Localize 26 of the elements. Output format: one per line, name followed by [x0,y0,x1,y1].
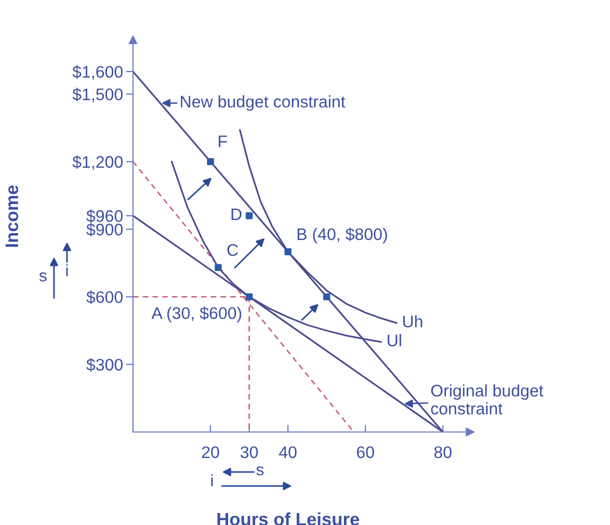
annotation: A (30, $600) [151,306,242,322]
y-tick-label: $300 [86,358,123,372]
annotation: B (40, $800) [298,228,387,244]
y-tick-label: $1,600 [72,65,123,80]
x-tick-label: 30 [240,446,258,458]
x-tick-label: 20 [202,446,220,458]
text: i [211,474,213,486]
x-tick-label: 60 [356,446,374,458]
annotation: F [218,136,227,148]
x-tick-label: 80 [434,446,452,458]
y-tick-label: $960 [86,209,123,223]
y-tick-label: $600 [86,290,123,304]
text: s [256,466,264,476]
annotation: New budget constraint [180,95,346,111]
annotation: C [227,244,238,256]
y-axis-title: Income [6,185,18,247]
text: s [39,272,47,282]
series-label: Uh [403,315,422,328]
x-tick-label: 40 [279,446,297,458]
annotation: D [232,208,242,220]
series-label: Ul [388,334,402,346]
text: i [66,264,68,276]
y-tick-label: $1,500 [72,88,123,102]
annotation: Original budget constraint [431,384,544,415]
y-tick-label: $1,200 [72,155,123,170]
y-tick-label: $900 [86,222,123,236]
